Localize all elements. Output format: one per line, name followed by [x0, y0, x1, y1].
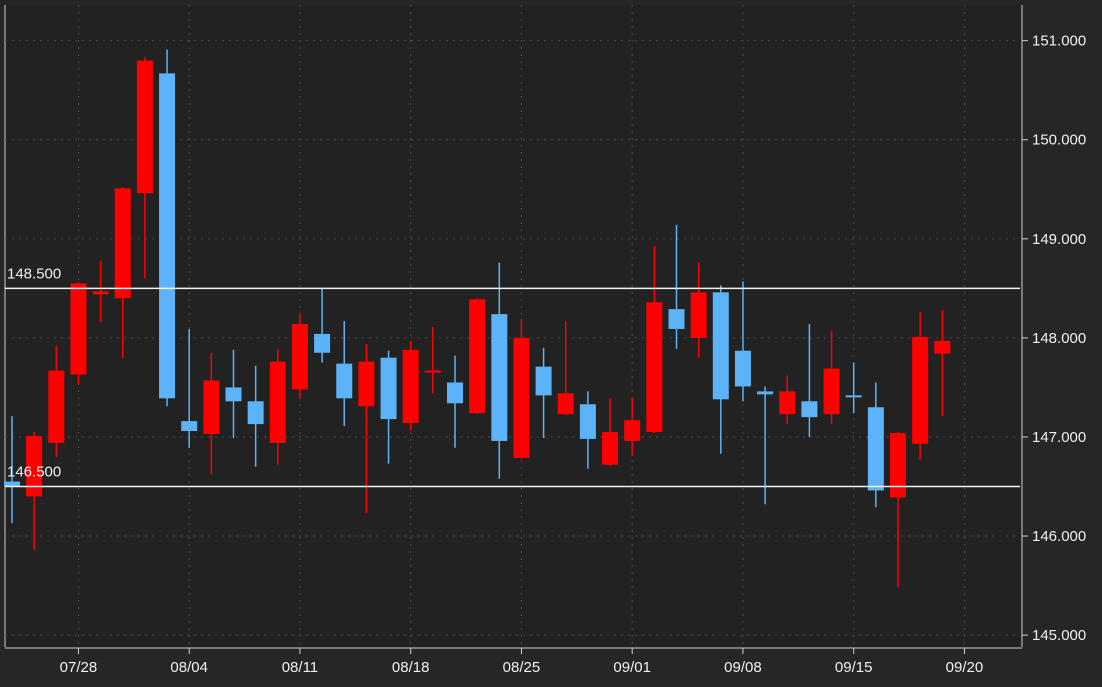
- candle-body: [247, 401, 264, 425]
- candle-body: [491, 314, 508, 441]
- candle-body: [602, 432, 619, 465]
- candle-body: [159, 73, 176, 399]
- candle-body: [114, 188, 131, 299]
- candle-body: [4, 481, 20, 487]
- y-tick-label: 150.000: [1032, 132, 1086, 149]
- candle-body: [424, 370, 441, 373]
- candle-body: [314, 333, 331, 353]
- x-tick-label: 08/11: [282, 659, 318, 676]
- candle-body: [26, 435, 43, 497]
- candle-body: [668, 309, 685, 329]
- candle-body: [912, 336, 929, 444]
- candle-body: [92, 291, 109, 295]
- candle-body: [269, 361, 286, 443]
- reference-label: 148.500: [7, 265, 61, 282]
- candle-body: [380, 357, 397, 420]
- candle-body: [624, 420, 641, 441]
- x-tick-label: 08/25: [503, 659, 541, 676]
- y-tick-label: 145.000: [1032, 627, 1086, 644]
- candle-body: [557, 393, 574, 415]
- plot-area: [5, 5, 1020, 647]
- candle-body: [136, 60, 153, 194]
- candle-body: [203, 380, 220, 434]
- candle-body: [402, 349, 419, 424]
- x-tick-label: 08/04: [170, 659, 208, 676]
- candle-body: [690, 292, 707, 338]
- reference-label: 146.500: [7, 463, 61, 480]
- candle-body: [291, 324, 308, 390]
- x-tick-label: 07/28: [60, 659, 98, 676]
- candle-body: [934, 340, 951, 354]
- candle-body: [734, 350, 751, 387]
- candle-body: [469, 299, 486, 414]
- x-tick-label: 09/15: [835, 659, 873, 676]
- x-tick-label: 09/08: [724, 659, 762, 676]
- y-tick-label: 147.000: [1032, 429, 1086, 446]
- x-tick-label: 08/18: [392, 659, 430, 676]
- y-tick-label: 146.000: [1032, 528, 1086, 545]
- candle-body: [336, 363, 353, 399]
- y-tick-label: 149.000: [1032, 231, 1086, 248]
- candle-body: [513, 337, 530, 458]
- y-tick-label: 148.000: [1032, 330, 1086, 347]
- candle-body: [757, 391, 774, 395]
- candle-body: [712, 292, 729, 400]
- candle-body: [181, 421, 198, 432]
- candle-body: [48, 370, 65, 443]
- candle-body: [801, 401, 818, 418]
- candle-body: [823, 368, 840, 415]
- x-tick-label: 09/20: [946, 659, 984, 676]
- candle-body: [890, 433, 906, 498]
- y-tick-label: 151.000: [1032, 33, 1086, 50]
- candle-body: [779, 391, 796, 415]
- candle-body: [646, 302, 663, 433]
- x-tick-label: 09/01: [613, 659, 651, 676]
- candle-body: [225, 387, 242, 402]
- candle-body: [535, 366, 552, 396]
- candle-body: [579, 404, 596, 439]
- candle-body: [447, 382, 463, 404]
- candle-body: [358, 361, 375, 407]
- candle-body: [845, 395, 862, 398]
- candle-body: [70, 283, 87, 375]
- candle-body: [867, 407, 884, 491]
